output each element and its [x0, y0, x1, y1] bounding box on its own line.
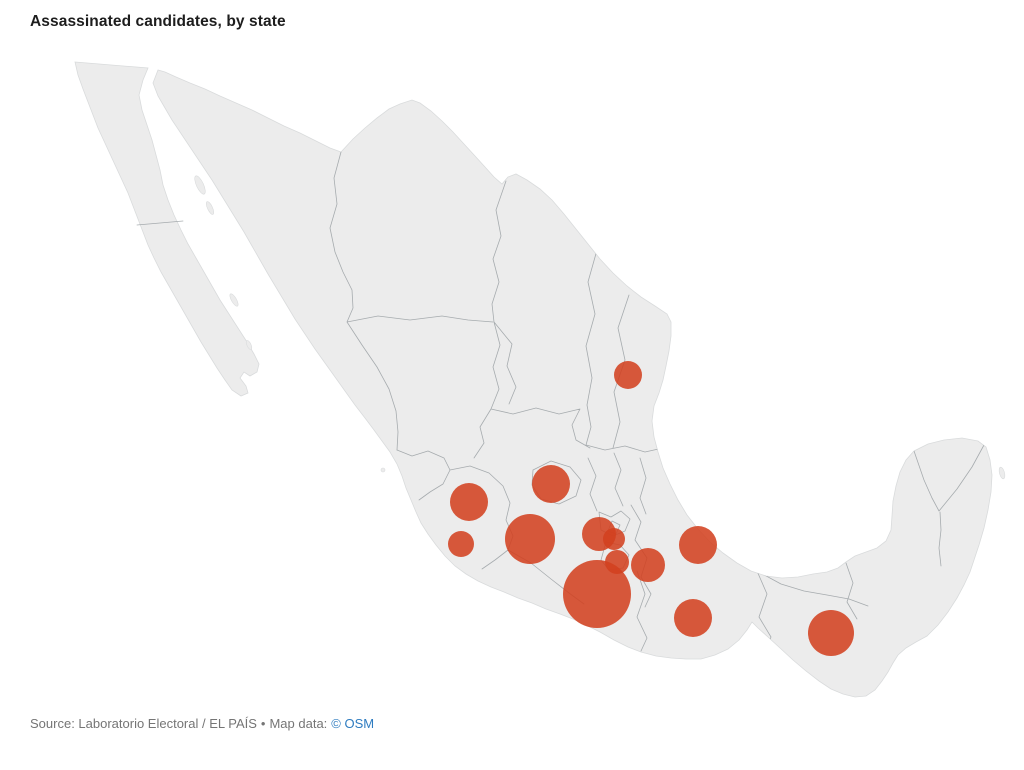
- landmass-layer: [74, 61, 1006, 698]
- bubble-michoacan[interactable]: [505, 514, 555, 564]
- bubble-cdmx[interactable]: [603, 528, 625, 550]
- mainland-landmass: [152, 69, 993, 698]
- chart-title: Assassinated candidates, by state: [30, 13, 286, 30]
- map-data-label: Map data:: [269, 716, 328, 731]
- bubble-veracruz[interactable]: [679, 526, 717, 564]
- baja-california-landmass: [74, 61, 260, 397]
- state-border-baja: [136, 220, 184, 226]
- bubble-tamaulipas[interactable]: [614, 361, 642, 389]
- bubble-colima[interactable]: [448, 531, 474, 557]
- source-line: Source: Laboratorio Electoral / EL PAÍS …: [30, 716, 374, 731]
- source-text: Source: Laboratorio Electoral / EL PAÍS: [30, 716, 257, 731]
- bubble-jalisco[interactable]: [450, 483, 488, 521]
- bubble-guanajuato[interactable]: [532, 465, 570, 503]
- bubble-oaxaca[interactable]: [674, 599, 712, 637]
- bubbles-layer: [448, 361, 854, 656]
- osm-link[interactable]: © OSM: [331, 716, 375, 731]
- bubble-guerrero[interactable]: [563, 560, 631, 628]
- bubble-chiapas[interactable]: [808, 610, 854, 656]
- state-border-southeast: [756, 444, 985, 652]
- islands: [194, 175, 1006, 480]
- separator-dot: •: [260, 716, 266, 731]
- bubble-puebla[interactable]: [631, 548, 665, 582]
